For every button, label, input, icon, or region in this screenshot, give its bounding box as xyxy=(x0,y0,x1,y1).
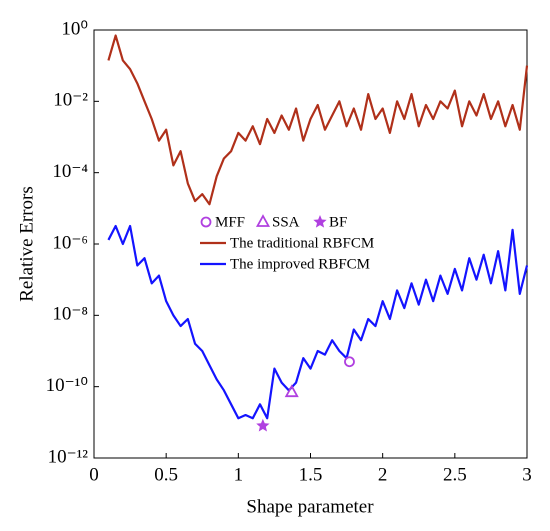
y-tick-label: 10⁻⁶ xyxy=(52,232,88,253)
y-tick-label: 10⁻¹² xyxy=(48,446,89,467)
marker-triangle xyxy=(255,214,271,227)
legend-label: BF xyxy=(329,214,347,230)
marker-circle xyxy=(200,216,212,228)
legend-box xyxy=(195,211,395,275)
legend-label: MFF xyxy=(215,214,245,230)
y-tick-label: 10⁰ xyxy=(61,18,88,39)
x-tick-label: 0 xyxy=(89,464,99,485)
marker-star xyxy=(256,418,270,432)
data-line xyxy=(107,34,529,206)
x-axis-label: Shape parameter xyxy=(246,496,374,517)
x-tick-label: 1.5 xyxy=(299,464,323,485)
x-tick-label: 0.5 xyxy=(154,464,178,485)
y-tick-label: 10⁻⁴ xyxy=(52,161,88,182)
legend-label: The traditional RBFCM xyxy=(230,235,374,251)
data-line xyxy=(107,224,529,420)
x-tick-label: 3 xyxy=(522,464,532,485)
x-tick-label: 2.5 xyxy=(443,464,467,485)
y-tick-label: 10⁻⁸ xyxy=(52,304,88,325)
marker-star xyxy=(313,215,327,228)
y-tick-label: 10⁻¹⁰ xyxy=(46,375,88,396)
x-tick-label: 2 xyxy=(378,464,388,485)
legend-label: SSA xyxy=(272,214,300,230)
x-tick-label: 1 xyxy=(234,464,244,485)
marker-circle xyxy=(344,356,355,368)
y-tick-label: 10⁻² xyxy=(53,90,88,111)
legend-label: The improved RBFCM xyxy=(230,256,370,272)
marker-triangle xyxy=(284,384,299,398)
y-axis-label: Relative Errors xyxy=(16,186,37,302)
